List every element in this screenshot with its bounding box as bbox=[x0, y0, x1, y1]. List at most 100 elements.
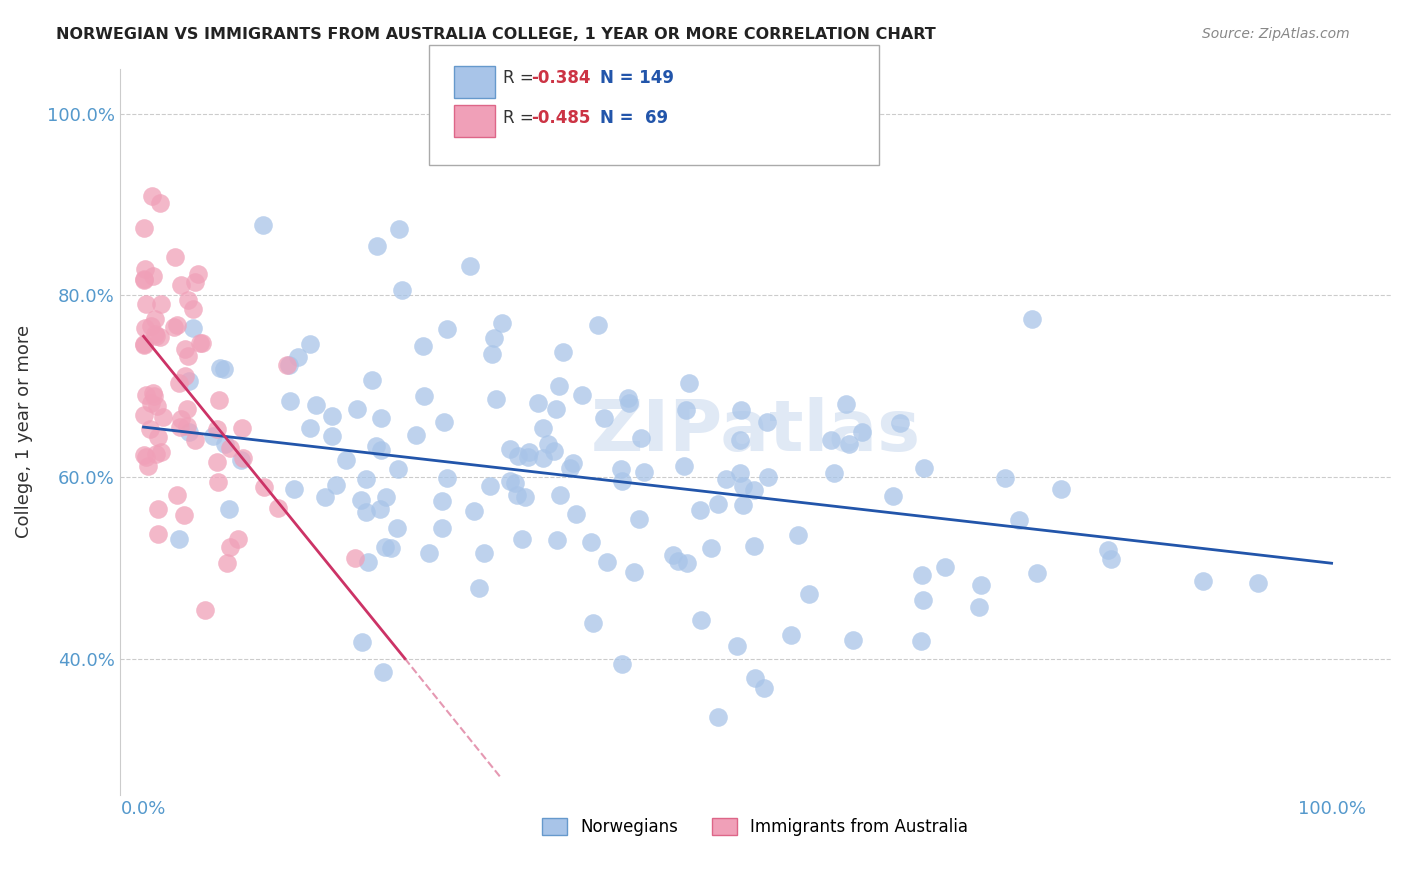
Norwegians bbox=[387, 462, 409, 476]
Norwegians bbox=[505, 488, 527, 502]
Norwegians bbox=[391, 283, 413, 297]
Norwegians bbox=[586, 318, 609, 332]
Y-axis label: College, 1 year or more: College, 1 year or more bbox=[15, 325, 32, 538]
Norwegians bbox=[571, 388, 593, 402]
Norwegians bbox=[169, 532, 191, 546]
Immigrants from Australia bbox=[169, 420, 191, 434]
Norwegians bbox=[731, 479, 754, 493]
Norwegians bbox=[360, 373, 382, 387]
Norwegians bbox=[744, 539, 766, 553]
Norwegians bbox=[910, 568, 932, 582]
Immigrants from Australia bbox=[132, 409, 155, 423]
Immigrants from Australia bbox=[134, 338, 156, 352]
Norwegians bbox=[546, 533, 568, 547]
Norwegians bbox=[835, 397, 858, 411]
Immigrants from Australia bbox=[152, 410, 174, 425]
Norwegians bbox=[218, 502, 240, 516]
Norwegians bbox=[838, 437, 860, 451]
Norwegians bbox=[412, 338, 434, 352]
Immigrants from Australia bbox=[132, 448, 155, 462]
Norwegians bbox=[364, 438, 387, 452]
Norwegians bbox=[335, 453, 357, 467]
Norwegians bbox=[385, 520, 408, 534]
Norwegians bbox=[673, 458, 696, 473]
Norwegians bbox=[287, 350, 309, 364]
Norwegians bbox=[1097, 542, 1119, 557]
Norwegians bbox=[548, 488, 571, 502]
Norwegians bbox=[346, 402, 368, 417]
Norwegians bbox=[579, 535, 602, 549]
Norwegians bbox=[214, 436, 236, 450]
Text: -0.384: -0.384 bbox=[531, 70, 591, 87]
Immigrants from Australia bbox=[191, 336, 214, 351]
Norwegians bbox=[617, 396, 640, 410]
Legend: Norwegians, Immigrants from Australia: Norwegians, Immigrants from Australia bbox=[534, 810, 977, 845]
Norwegians bbox=[181, 320, 204, 334]
Norwegians bbox=[1008, 513, 1031, 527]
Norwegians bbox=[380, 541, 402, 556]
Norwegians bbox=[1050, 483, 1073, 497]
Norwegians bbox=[350, 492, 373, 507]
Immigrants from Australia bbox=[141, 189, 163, 203]
Immigrants from Australia bbox=[139, 422, 162, 436]
Immigrants from Australia bbox=[177, 350, 200, 364]
Norwegians bbox=[633, 465, 655, 479]
Immigrants from Australia bbox=[181, 302, 204, 317]
Norwegians bbox=[1247, 576, 1270, 591]
Norwegians bbox=[612, 657, 634, 672]
Immigrants from Australia bbox=[136, 459, 159, 474]
Norwegians bbox=[375, 490, 398, 504]
Norwegians bbox=[478, 478, 501, 492]
Norwegians bbox=[689, 613, 711, 627]
Norwegians bbox=[531, 421, 554, 435]
Norwegians bbox=[969, 600, 991, 615]
Norwegians bbox=[463, 504, 485, 518]
Norwegians bbox=[179, 374, 201, 388]
Norwegians bbox=[252, 218, 274, 232]
Norwegians bbox=[177, 425, 200, 440]
Norwegians bbox=[356, 505, 378, 519]
Immigrants from Australia bbox=[139, 318, 162, 333]
Norwegians bbox=[912, 592, 935, 607]
Immigrants from Australia bbox=[132, 221, 155, 235]
Norwegians bbox=[675, 403, 697, 417]
Norwegians bbox=[370, 443, 392, 458]
Immigrants from Australia bbox=[205, 455, 228, 469]
Norwegians bbox=[820, 433, 842, 447]
Norwegians bbox=[370, 411, 392, 425]
Norwegians bbox=[707, 497, 730, 511]
Immigrants from Australia bbox=[173, 342, 195, 356]
Norwegians bbox=[474, 546, 496, 560]
Norwegians bbox=[209, 361, 232, 376]
Norwegians bbox=[678, 376, 700, 391]
Immigrants from Australia bbox=[134, 272, 156, 286]
Immigrants from Australia bbox=[143, 312, 166, 326]
Norwegians bbox=[560, 461, 582, 475]
Immigrants from Australia bbox=[219, 441, 242, 455]
Norwegians bbox=[744, 671, 766, 685]
Norwegians bbox=[661, 548, 683, 562]
Immigrants from Australia bbox=[143, 327, 166, 342]
Norwegians bbox=[752, 681, 775, 695]
Text: NORWEGIAN VS IMMIGRANTS FROM AUSTRALIA COLLEGE, 1 YEAR OR MORE CORRELATION CHART: NORWEGIAN VS IMMIGRANTS FROM AUSTRALIA C… bbox=[56, 27, 936, 42]
Immigrants from Australia bbox=[170, 277, 193, 292]
Norwegians bbox=[436, 322, 458, 336]
Norwegians bbox=[970, 578, 993, 592]
Norwegians bbox=[934, 560, 956, 574]
Immigrants from Australia bbox=[149, 196, 172, 211]
Norwegians bbox=[484, 331, 506, 345]
Norwegians bbox=[314, 490, 336, 504]
Immigrants from Australia bbox=[134, 337, 156, 351]
Immigrants from Australia bbox=[232, 450, 254, 465]
Norwegians bbox=[405, 428, 427, 442]
Norwegians bbox=[366, 239, 388, 253]
Norwegians bbox=[485, 392, 508, 407]
Immigrants from Australia bbox=[176, 401, 198, 416]
Norwegians bbox=[593, 410, 616, 425]
Immigrants from Australia bbox=[166, 488, 188, 502]
Immigrants from Australia bbox=[207, 392, 229, 407]
Immigrants from Australia bbox=[145, 329, 167, 343]
Immigrants from Australia bbox=[187, 268, 209, 282]
Immigrants from Australia bbox=[219, 540, 242, 554]
Norwegians bbox=[305, 398, 328, 412]
